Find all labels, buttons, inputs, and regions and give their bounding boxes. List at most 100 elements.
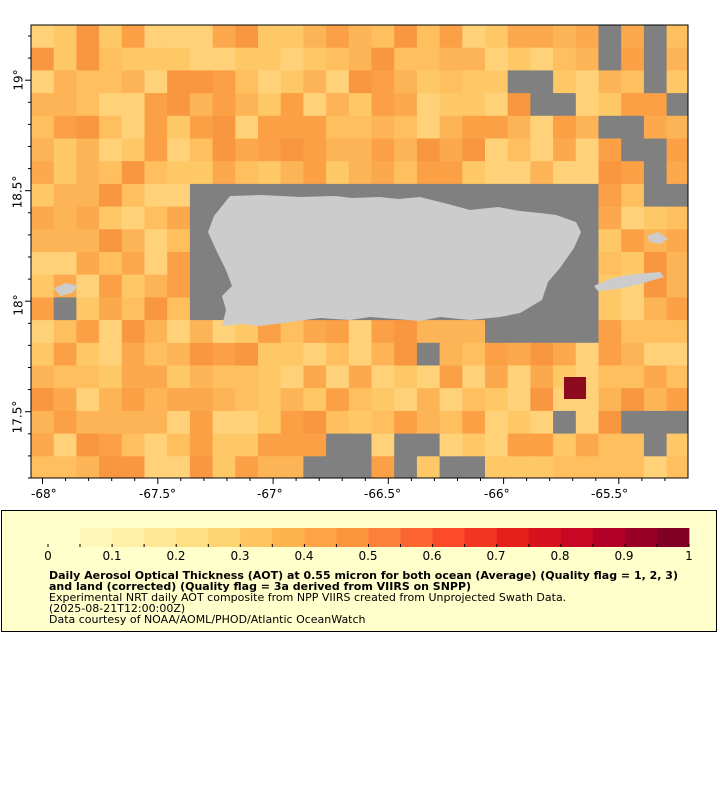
aot-grid-cell <box>212 320 236 344</box>
aot-grid-cell <box>348 93 372 117</box>
aot-grid-cell <box>394 138 418 162</box>
aot-grid-cell <box>31 115 55 139</box>
colorbar-swatch <box>624 528 658 547</box>
aot-grid-cell <box>575 25 599 49</box>
aot-grid-cell <box>53 433 77 457</box>
aot-grid-cell <box>643 365 668 389</box>
aot-grid-cell <box>144 433 168 457</box>
colorbar-tick-label: 0.5 <box>358 549 378 563</box>
aot-grid-cell <box>371 25 395 49</box>
aot-grid-cell <box>462 410 486 435</box>
aot-grid-cell <box>394 161 418 185</box>
aot-grid-cell <box>280 342 304 366</box>
aot-grid-cell <box>416 342 441 366</box>
aot-grid-cell <box>31 252 55 276</box>
aot-grid-cell <box>666 274 689 298</box>
aot-grid-cell <box>371 433 395 457</box>
aot-grid-cell <box>144 410 168 435</box>
aot-grid-cell <box>348 456 372 479</box>
aot-grid-cell <box>121 320 145 344</box>
colorbar-tick-label: 0.9 <box>614 549 634 563</box>
colorbar-tick-label: 0 <box>44 549 52 563</box>
colorbar-swatch <box>48 528 81 547</box>
aot-grid-cell <box>462 342 486 366</box>
aot-grid-cell <box>598 410 622 435</box>
aot-grid-cell <box>31 229 55 253</box>
aot-grid-cell <box>258 410 282 435</box>
aot-grid-cell <box>189 138 214 162</box>
aot-grid-cell <box>371 161 395 185</box>
aot-grid-cell <box>31 274 55 298</box>
aot-grid-cell <box>394 388 418 412</box>
aot-grid-cell <box>326 342 350 366</box>
colorbar-swatch <box>592 528 626 547</box>
aot-grid-cell <box>575 138 599 162</box>
aot-grid-cell <box>666 229 689 253</box>
aot-grid-cell <box>76 138 100 162</box>
aot-grid-cell <box>76 456 100 479</box>
aot-grid-cell <box>303 161 327 185</box>
aot-grid-cell <box>575 433 599 457</box>
aot-grid-cell <box>76 410 100 435</box>
aot-grid-cell <box>530 410 554 435</box>
aot-grid-cell <box>439 161 463 185</box>
colorbar-swatch <box>368 528 401 547</box>
aot-grid-cell <box>53 183 77 208</box>
aot-grid-cell <box>553 342 577 366</box>
mona-island <box>54 283 78 296</box>
aot-grid-cell <box>575 252 599 276</box>
aot-grid-cell <box>553 433 577 457</box>
aot-grid-cell <box>235 320 259 344</box>
aot-grid-cell <box>31 342 55 366</box>
aot-grid-cell <box>598 252 622 276</box>
aot-grid-cell <box>99 320 123 344</box>
aot-grid-cell <box>258 365 282 389</box>
aot-grid-cell <box>462 365 486 389</box>
aot-grid-cell <box>326 161 350 185</box>
colorbar-swatch <box>304 528 337 547</box>
colorbar-swatch <box>560 528 594 547</box>
aot-grid-cell <box>53 161 77 185</box>
aot-grid-cell <box>280 93 304 117</box>
aot-grid-cell <box>167 365 191 389</box>
aot-grid-cell <box>530 161 554 185</box>
x-tick-label: -66° <box>484 487 510 501</box>
aot-grid-cell <box>53 320 77 344</box>
aot-grid-cell <box>666 297 689 321</box>
aot-grid-cell <box>99 365 123 389</box>
aot-grid-cell <box>303 388 327 412</box>
aot-grid-cell <box>621 70 645 94</box>
aot-grid-cell <box>575 115 599 139</box>
aot-grid-cell <box>121 229 145 253</box>
aot-map <box>25 24 689 484</box>
aot-grid-cell <box>235 138 259 162</box>
aot-grid-cell <box>439 410 463 435</box>
aot-grid-cell <box>598 206 622 230</box>
aot-grid-cell <box>485 183 509 208</box>
aot-grid-cell <box>575 70 599 94</box>
aot-grid-cell <box>598 161 622 185</box>
colorbar-tick-label: 0.7 <box>486 549 506 563</box>
aot-grid-cell <box>31 70 55 94</box>
aot-grid-cell <box>53 25 77 49</box>
aot-grid-cell <box>621 93 645 117</box>
aot-grid-cell <box>553 138 577 162</box>
aot-grid-cell <box>280 433 304 457</box>
aot-grid-cell <box>416 25 441 49</box>
aot-grid-cell <box>643 161 668 185</box>
aot-grid-cell <box>31 410 55 435</box>
aot-grid-cell <box>643 70 668 94</box>
x-tick-label: -65.5° <box>591 487 629 501</box>
aot-grid-cell <box>416 47 441 71</box>
aot-grid-cell <box>394 320 418 344</box>
aot-grid-cell <box>189 229 214 253</box>
aot-grid-cell <box>31 47 55 71</box>
aot-grid-cell <box>575 456 599 479</box>
aot-grid-cell <box>621 342 645 366</box>
aot-grid-cell <box>144 47 168 71</box>
aot-grid-cell <box>326 365 350 389</box>
aot-grid-cell <box>598 342 622 366</box>
aot-grid-cell <box>575 320 599 344</box>
aot-grid-cell <box>31 456 55 479</box>
aot-grid-cell <box>553 161 577 185</box>
